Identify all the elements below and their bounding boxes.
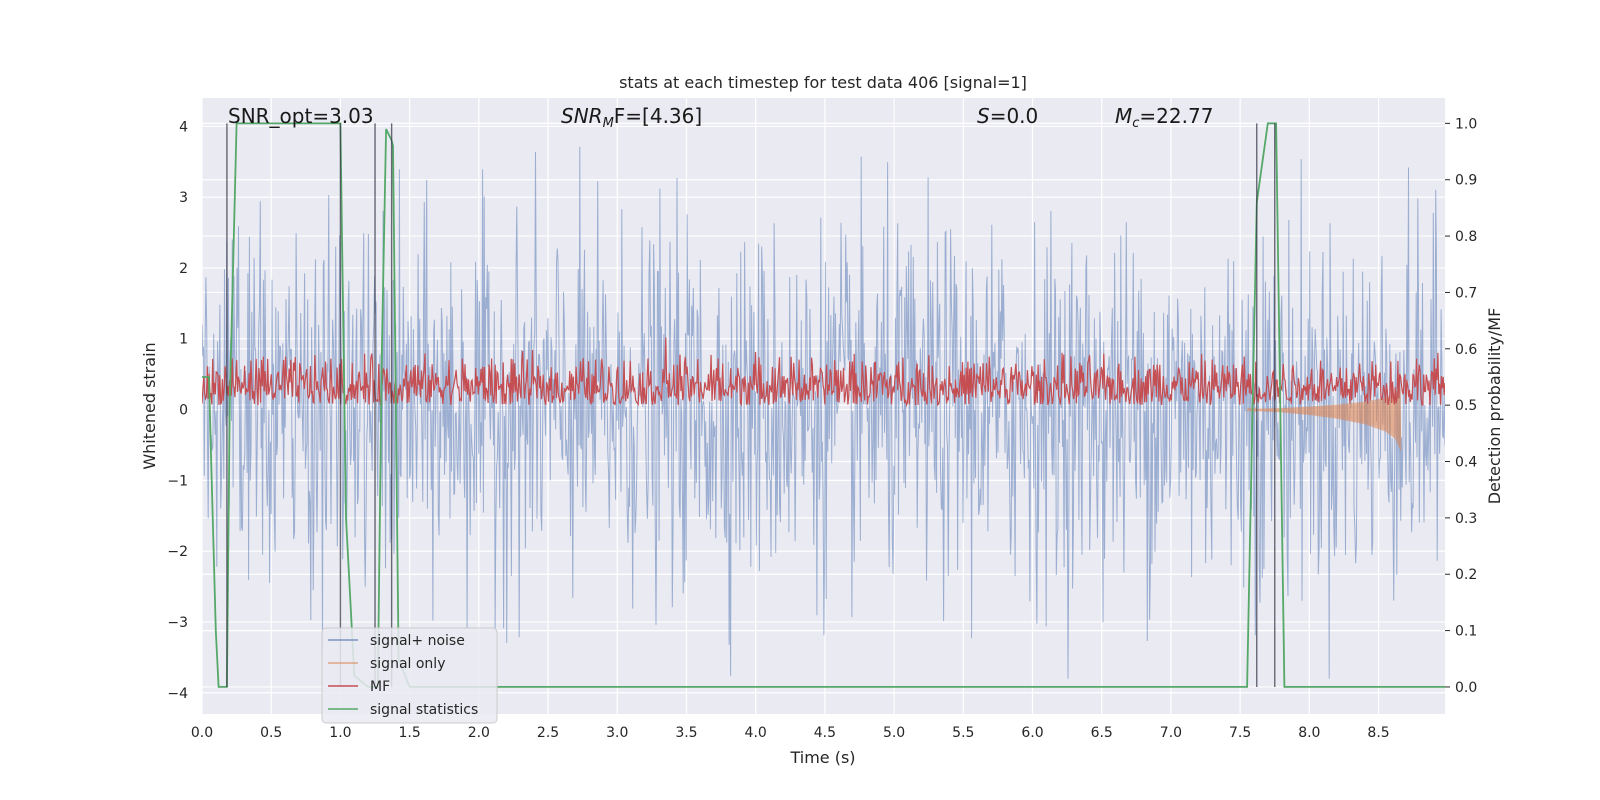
y2-tick-label: 0.8 [1455,229,1477,245]
annotation-s: S=0.0 [977,104,1038,128]
y-tick-label: −3 [167,615,188,631]
annotation-mc: Mc=22.77 [1115,104,1213,131]
y2-axis-label: Detection probability/MF [1485,308,1504,505]
x-tick-label: 0.5 [260,725,282,741]
annotation-snr-mf: SNRMF=[4.36] [561,104,702,131]
x-tick-label: 1.0 [329,725,351,741]
annotation-snr-mf-subscript: M [603,116,614,131]
x-tick-label: 1.5 [398,725,420,741]
annotation-s-value: =0.0 [990,104,1039,128]
x-tick-label: 6.5 [1091,725,1113,741]
x-tick-label: 3.0 [606,725,628,741]
y-tick-label: −4 [167,686,188,702]
annotation-snr-mf-value: F=[4.36] [614,104,702,128]
legend-label-signal-statistics: signal statistics [370,702,478,718]
series-signal-only [1246,387,1402,452]
y2-tick-label: 0.5 [1455,398,1477,414]
y2-tick-label: 0.7 [1455,285,1477,301]
y2-tick-label: 0.4 [1455,455,1477,471]
y-tick-label: −1 [167,473,188,489]
annotation-mc-value: =22.77 [1139,104,1213,128]
y2-tick-label: 0.3 [1455,511,1477,527]
vertical-markers [226,123,1276,687]
x-tick-label: 2.0 [468,725,490,741]
y2-tick-label: 0.9 [1455,173,1477,189]
legend-box [321,627,498,724]
annotation-snr-mf-symbol: SNR [561,104,603,128]
annotation-mc-subscript: c [1132,116,1139,131]
y-axis-label: Whitened strain [140,342,159,469]
series-mf [202,337,1445,408]
annotation-mc-symbol: M [1115,104,1132,128]
y-tick-label: 4 [179,119,188,135]
legend-label-signal-only: signal only [370,656,445,672]
x-axis: 0.0 0.5 1.0 1.5 2.0 2.5 3.0 3.5 4.0 4.5 5.0 5.5 6.0 6… [191,725,1390,741]
annotation-snr-opt: SNR_opt=3.03 [228,104,374,128]
annotation-s-symbol: S [977,104,990,128]
y-axis-right: 0.0 0.1 0.2 0.3 0.4 0.5 0.6 0.7 0.8 0.9 1.0 [1445,116,1477,696]
x-tick-label: 7.0 [1160,725,1182,741]
legend-label-mf: MF [370,679,390,695]
y2-tick-label: 1.0 [1455,116,1477,132]
y-tick-label: 0 [179,403,188,419]
y2-tick-label: 0.1 [1455,624,1477,640]
x-tick-label: 4.5 [814,725,836,741]
y-tick-label: 1 [179,332,188,348]
x-tick-label: 4.0 [745,725,767,741]
x-tick-label: 5.5 [952,725,974,741]
y-tick-label: 2 [179,261,188,277]
y-axis-left: −4 −3 −2 −1 0 1 2 3 4 [167,119,188,701]
x-tick-label: 0.0 [191,725,213,741]
x-tick-label: 8.5 [1367,725,1389,741]
x-tick-label: 6.0 [1021,725,1043,741]
x-tick-label: 2.5 [537,725,559,741]
y2-tick-label: 0.0 [1455,680,1477,696]
x-axis-label: Time (s) [789,748,855,767]
x-tick-label: 7.5 [1229,725,1251,741]
chart-title: stats at each timestep for test data 406… [619,73,1027,92]
y-tick-label: 3 [179,190,188,206]
series-signal-noise [202,146,1445,679]
x-tick-label: 5.0 [883,725,905,741]
x-tick-label: 8.0 [1298,725,1320,741]
y2-tick-label: 0.2 [1455,567,1477,583]
legend-label-signal-noise: signal+ noise [370,633,465,649]
legend: signal+ noise signal only MF signal stat… [321,627,498,724]
x-tick-label: 3.5 [675,725,697,741]
y2-tick-label: 0.6 [1455,342,1477,358]
y-tick-label: −2 [167,544,188,560]
